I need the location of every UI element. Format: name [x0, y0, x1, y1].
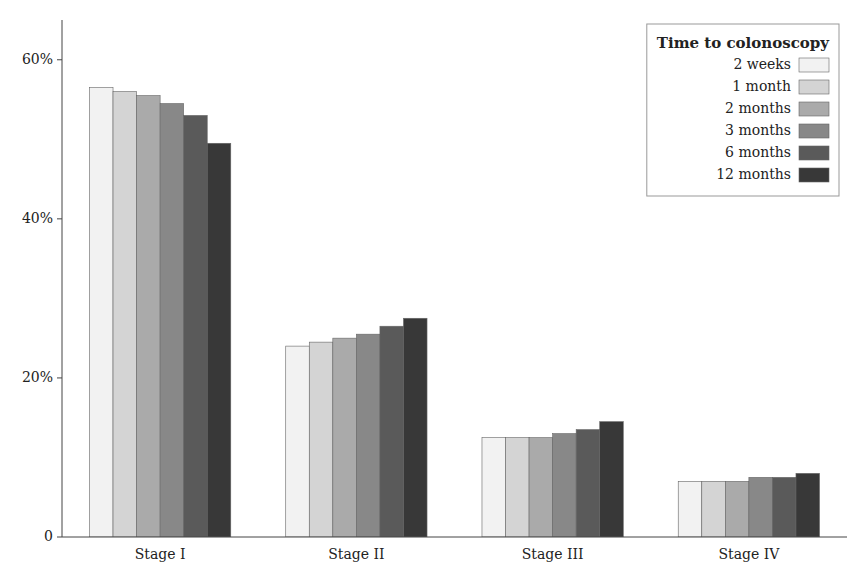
y-tick [57, 377, 62, 378]
chart-container: 020%40%60%Stage IStage IIStage IIIStage … [0, 0, 867, 581]
bar [113, 92, 137, 537]
bar [160, 104, 184, 537]
y-axis-line [62, 20, 63, 537]
bar [576, 430, 600, 537]
bar [702, 481, 726, 537]
legend-title: Time to colonoscopy [657, 34, 830, 52]
legend-swatch [799, 146, 829, 160]
x-axis-line [62, 537, 847, 538]
legend-label: 1 month [732, 78, 791, 94]
legend-label: 12 months [716, 166, 791, 182]
y-tick [57, 59, 62, 60]
bar [309, 342, 333, 537]
bar [600, 422, 624, 537]
bar [286, 346, 310, 537]
y-tick-label: 40% [22, 210, 53, 226]
bar [796, 473, 820, 537]
legend-swatch [799, 80, 829, 94]
x-tick-label: Stage III [522, 546, 584, 562]
bar [506, 438, 530, 537]
bar [137, 96, 161, 537]
legend-swatch [799, 168, 829, 182]
legend-label: 6 months [725, 144, 791, 160]
legend-label: 2 weeks [733, 56, 791, 72]
chart: 020%40%60%Stage IStage IIStage IIIStage … [0, 0, 867, 581]
bar [529, 438, 553, 537]
x-tick-label: Stage IV [718, 546, 780, 562]
bar [403, 318, 427, 537]
y-tick-label: 20% [22, 369, 53, 385]
legend: Time to colonoscopy 2 weeks 1 month 2 month… [647, 24, 839, 196]
bar [333, 338, 357, 537]
y-axis: 0 20% 40% 60% [22, 20, 62, 544]
bar [380, 326, 404, 537]
bar [89, 88, 113, 537]
y-tick-label: 0 [44, 528, 53, 544]
bar [207, 143, 231, 537]
x-axis: Stage I Stage II Stage III Stage IV [135, 546, 780, 562]
y-tick [57, 537, 62, 538]
bar [772, 477, 796, 537]
bar [482, 438, 506, 537]
bar [553, 434, 577, 537]
legend-swatch [799, 102, 829, 116]
bar [184, 115, 208, 537]
legend-label: 2 months [725, 100, 791, 116]
bar [725, 481, 749, 537]
legend-swatch [799, 124, 829, 138]
x-tick-label: Stage II [328, 546, 384, 562]
bar [749, 477, 773, 537]
y-tick-label: 60% [22, 51, 53, 67]
y-tick [57, 218, 62, 219]
bar [678, 481, 702, 537]
x-tick-label: Stage I [135, 546, 186, 562]
legend-label: 3 months [725, 122, 791, 138]
bar [356, 334, 380, 537]
legend-frame [647, 24, 839, 196]
legend-swatch [799, 58, 829, 72]
